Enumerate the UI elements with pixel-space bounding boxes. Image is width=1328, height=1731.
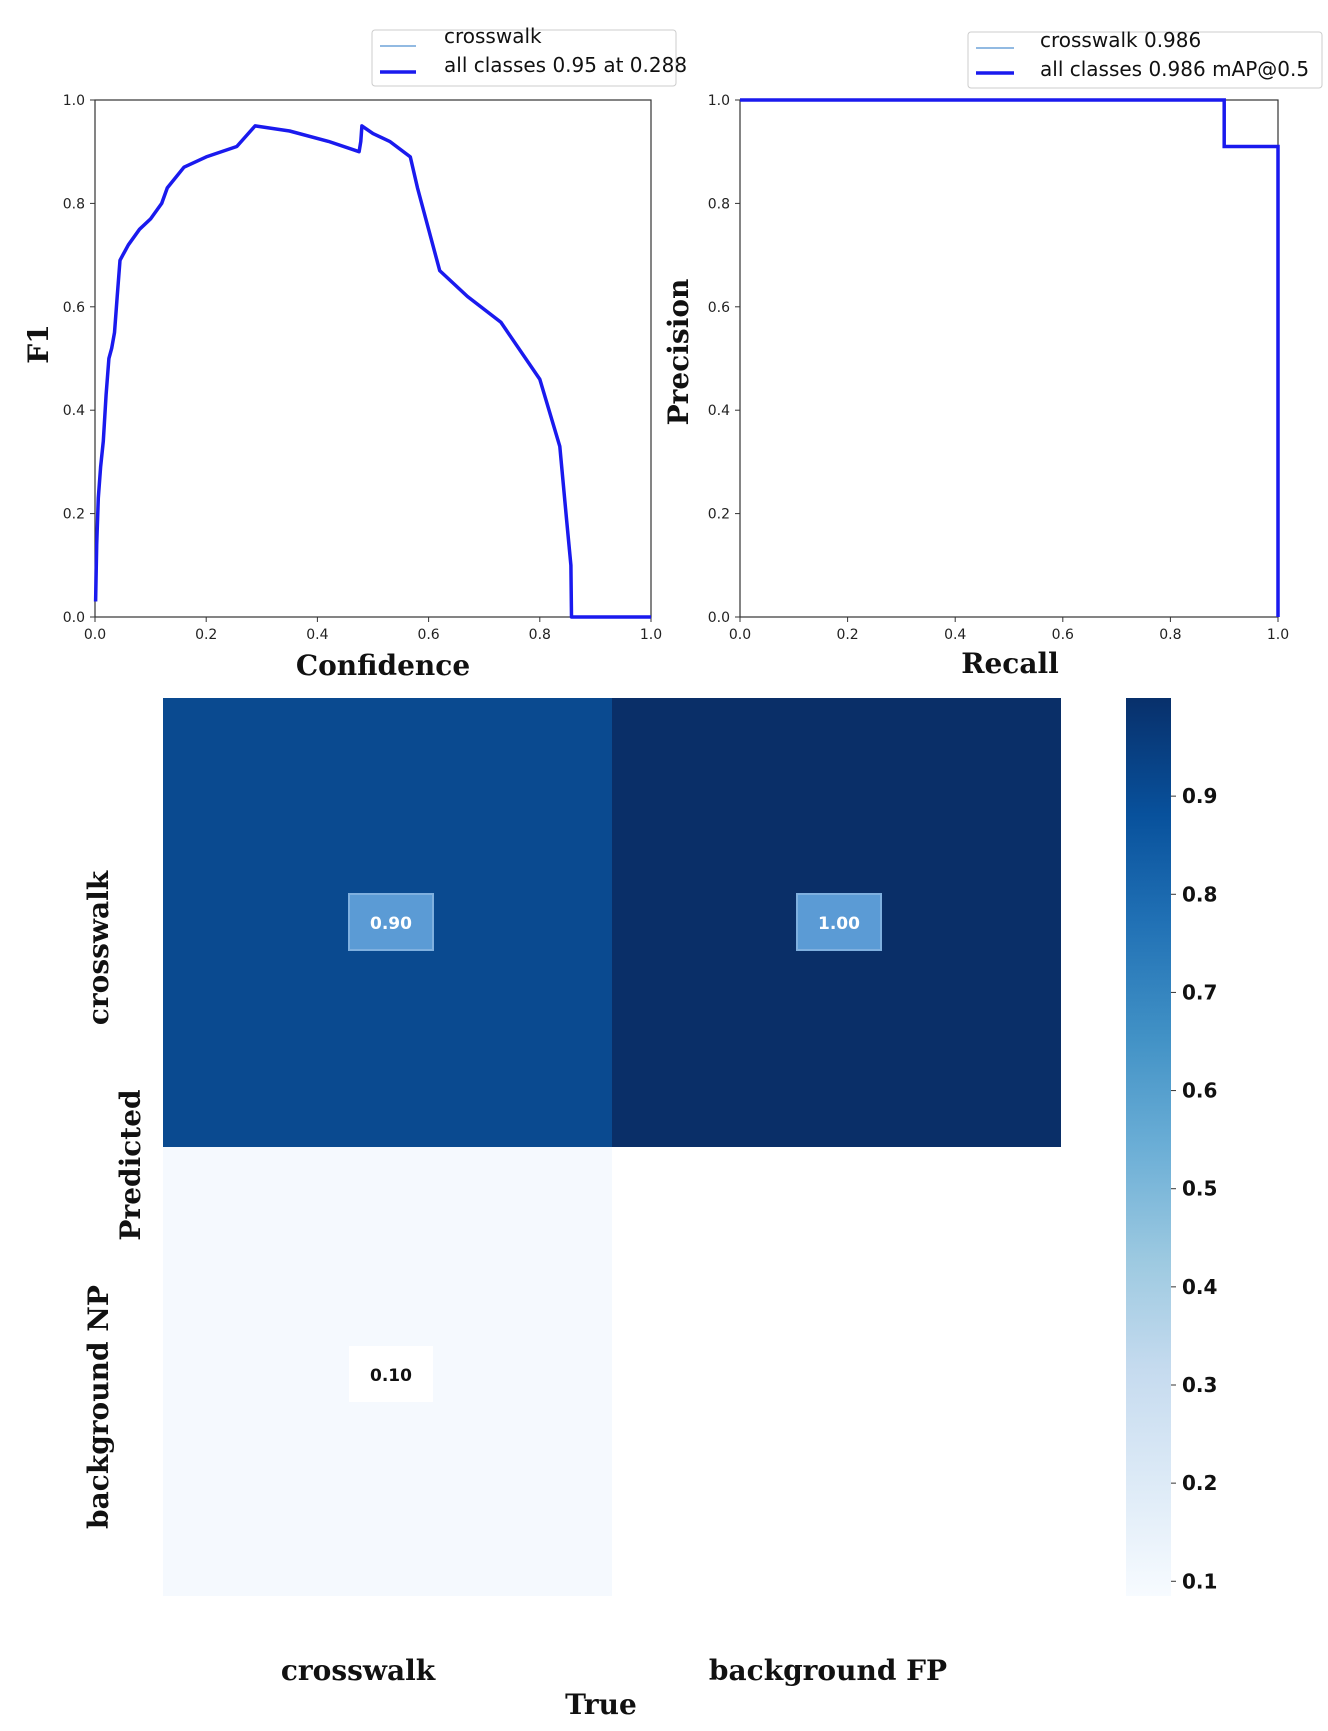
pr-x-ticks: 0.0 0.2 0.4 0.6 0.8 1.0 [729,617,1289,643]
cm-col-label-background-fp: background FP [709,1654,947,1687]
f1-x-tick-label: 0.6 [417,627,439,643]
f1-x-axis-title: Confidence [296,649,470,682]
cm-col-label-crosswalk: crosswalk [281,1654,436,1687]
pr-y-tick-label: 0.4 [708,403,730,419]
cm-colorbar-tick-label: 0.2 [1182,1471,1217,1495]
pr-y-tick-label: 1.0 [708,93,730,109]
cm-x-axis-title: True [565,1688,637,1721]
f1-plot-frame [94,99,652,618]
f1-legend-all-classes-label: all classes 0.95 at 0.288 [444,53,687,77]
cm-colorbar-tick-label: 0.6 [1182,1079,1217,1103]
f1-x-tick-label: 0.2 [195,627,217,643]
cm-colorbar [1126,698,1171,1596]
pr-legend-all-classes-label: all classes 0.986 mAP@0.5 [1040,57,1309,81]
pr-x-tick-label: 0.6 [1052,627,1074,643]
f1-y-tick-label: 0.0 [63,610,85,626]
f1-legend-crosswalk-label: crosswalk [444,24,542,48]
cm-colorbar-tick-label: 0.7 [1182,980,1217,1004]
f1-y-tick-label: 0.2 [63,507,85,523]
cm-colorbar-tick-label: 0.1 [1182,1569,1217,1593]
f1-y-axis-title: F1 [22,324,55,363]
f1-legend: crosswalk all classes 0.95 at 0.288 [371,24,687,87]
f1-y-tick-label: 1.0 [63,93,85,109]
f1-y-ticks: 0.0 0.2 0.4 0.6 0.8 1.0 [63,93,95,626]
f1-y-tick-label: 0.6 [63,300,85,316]
pr-legend-crosswalk-label: crosswalk 0.986 [1040,28,1201,52]
pr-x-axis-title: Recall [961,647,1059,680]
f1-x-tick-label: 1.0 [640,627,662,643]
cm-value-crosswalk-background-fp: 1.00 [818,914,860,934]
cm-row-label-crosswalk: crosswalk [82,870,115,1025]
cm-value-crosswalk-crosswalk: 0.90 [370,914,412,934]
cm-colorbar-tick-label: 0.8 [1182,882,1217,906]
pr-plot-frame [739,99,1279,618]
f1-x-tick-label: 0.4 [306,627,328,643]
f1-curve-all-classes [93,124,651,619]
pr-curve-all-classes [740,98,1280,617]
cm-row-label-background-np: background NP [82,1285,115,1529]
cm-y-axis-title: Predicted [114,1089,147,1240]
cm-colorbar-tick-label: 0.4 [1182,1275,1217,1299]
pr-x-tick-label: 0.4 [944,627,966,643]
pr-y-tick-label: 0.6 [708,300,730,316]
cm-cell-background-np-background-fp [612,1147,1061,1596]
cm-value-background-np-crosswalk: 0.10 [370,1366,412,1386]
pr-y-tick-label: 0.8 [708,196,730,212]
f1-chart: 0.0 0.2 0.4 0.6 0.8 1.0 0.0 0.2 0.4 0.6 0.8 1.0 cr… [22,24,687,682]
cm-colorbar-tick-label: 0.5 [1182,1177,1217,1201]
cm-label-box-background-np-crosswalk [349,1346,433,1402]
pr-legend-box [967,31,1323,89]
f1-x-tick-label: 0.8 [529,627,551,643]
cm-label-box-crosswalk-background-fp [796,893,882,951]
pr-x-tick-label: 0.2 [836,627,858,643]
f1-legend-box [371,29,677,87]
pr-x-tick-label: 0.0 [729,627,751,643]
f1-x-tick-label: 0.0 [84,627,106,643]
pr-x-tick-label: 1.0 [1267,627,1289,643]
pr-y-axis-title: Precision [662,279,695,426]
pr-y-tick-label: 0.0 [708,610,730,626]
pr-y-ticks: 0.0 0.2 0.4 0.6 0.8 1.0 [708,93,740,626]
pr-y-tick-label: 0.2 [708,507,730,523]
pr-legend: crosswalk 0.986 all classes 0.986 mAP@0.… [967,28,1323,89]
cm-colorbar-ticks: 0.9 0.8 0.7 0.6 0.5 0.4 0.3 0.2 0.1 [1171,784,1217,1593]
f1-y-tick-label: 0.4 [63,403,85,419]
f1-x-ticks: 0.0 0.2 0.4 0.6 0.8 1.0 [84,617,662,643]
cm-colorbar-tick-label: 0.3 [1182,1373,1217,1397]
pr-x-tick-label: 0.8 [1159,627,1181,643]
confusion-matrix: 0.90 1.00 0.10 crosswalk Predicted backg… [82,698,1217,1721]
cm-colorbar-tick-label: 0.9 [1182,784,1217,808]
cm-label-box-crosswalk-crosswalk [348,893,434,951]
f1-y-tick-label: 0.8 [63,196,85,212]
pr-chart: 0.0 0.2 0.4 0.6 0.8 1.0 0.0 0.2 0.4 0.6 0.8 1.0 cr… [662,28,1323,680]
